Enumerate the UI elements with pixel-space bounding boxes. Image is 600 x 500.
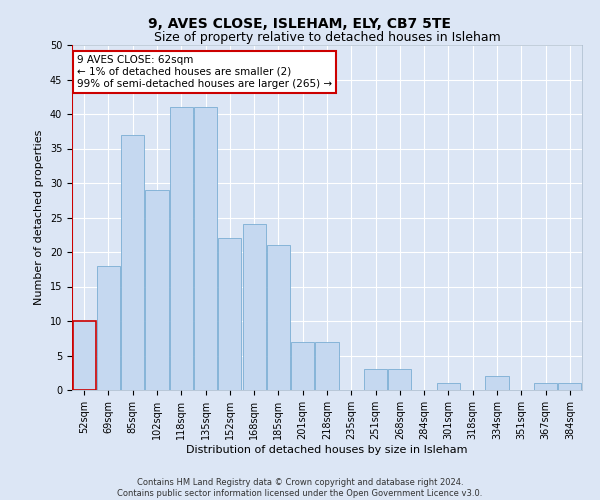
Bar [194, 107, 217, 390]
Bar [388, 370, 412, 390]
Bar [534, 383, 557, 390]
Y-axis label: Number of detached properties: Number of detached properties [34, 130, 44, 305]
Title: Size of property relative to detached houses in Isleham: Size of property relative to detached ho… [154, 31, 500, 44]
Bar [316, 342, 338, 390]
Bar [145, 190, 169, 390]
Text: 9, AVES CLOSE, ISLEHAM, ELY, CB7 5TE: 9, AVES CLOSE, ISLEHAM, ELY, CB7 5TE [149, 18, 452, 32]
Bar [218, 238, 241, 390]
Bar [170, 107, 193, 390]
X-axis label: Distribution of detached houses by size in Isleham: Distribution of detached houses by size … [186, 444, 468, 454]
Bar [73, 321, 95, 390]
Bar [364, 370, 387, 390]
Bar [559, 383, 581, 390]
Bar [97, 266, 120, 390]
Bar [437, 383, 460, 390]
Bar [485, 376, 509, 390]
Bar [242, 224, 266, 390]
Bar [291, 342, 314, 390]
Text: 9 AVES CLOSE: 62sqm
← 1% of detached houses are smaller (2)
99% of semi-detached: 9 AVES CLOSE: 62sqm ← 1% of detached hou… [77, 56, 332, 88]
Text: Contains HM Land Registry data © Crown copyright and database right 2024.
Contai: Contains HM Land Registry data © Crown c… [118, 478, 482, 498]
Bar [267, 245, 290, 390]
Bar [121, 134, 144, 390]
